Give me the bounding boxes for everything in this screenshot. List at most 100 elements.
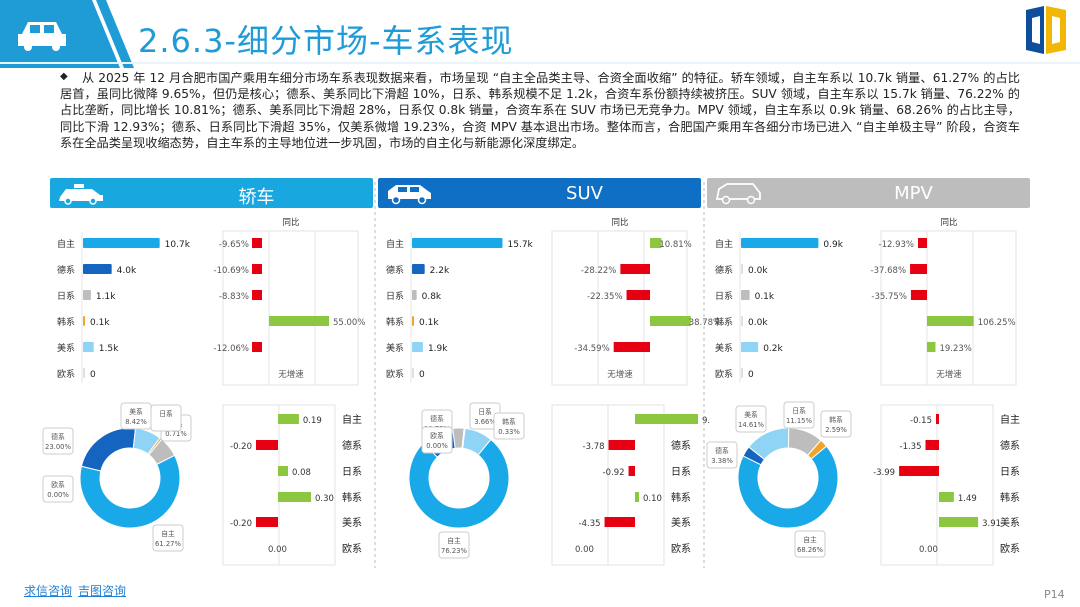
donut-callout-name: 自主 xyxy=(803,535,817,544)
change-category-label: 韩系 xyxy=(1000,491,1020,504)
change-bar-negative xyxy=(256,517,278,527)
sales-bar xyxy=(83,238,160,248)
donut-callout-name: 日系 xyxy=(159,409,173,418)
change-value-label: -3.99 xyxy=(873,468,895,478)
donut-callout-value: 11.15% xyxy=(786,417,812,425)
donut-callout-value: 3.38% xyxy=(711,457,733,465)
sales-category-label: 欧系 xyxy=(715,368,733,380)
donut-callout-name: 韩系 xyxy=(829,415,843,424)
donut-callout-box xyxy=(735,405,767,433)
donut-callout-box xyxy=(160,414,192,442)
sales-value-label: 0.9k xyxy=(823,240,843,250)
sales-value-label: 2.2k xyxy=(430,266,450,276)
change-bar-negative xyxy=(604,517,635,527)
sales-bar xyxy=(412,264,425,274)
donut-callout-value: 0.33% xyxy=(498,428,520,436)
sales-value-label: 0.1k xyxy=(90,318,110,328)
yoy-grid-frame xyxy=(551,230,688,386)
change-bar-negative xyxy=(608,440,635,450)
footer-link-qiuxin[interactable]: 求信咨询 xyxy=(24,584,73,598)
car-icon xyxy=(18,22,66,51)
donut-slice xyxy=(748,427,790,461)
sales-category-label: 德系 xyxy=(57,264,75,276)
donut-callout-name: 美系 xyxy=(744,410,758,419)
yoy-value-label: -9.65% xyxy=(219,240,249,250)
change-value-label: 9. xyxy=(702,416,710,426)
change-category-label: 欧系 xyxy=(342,543,362,555)
donut-callout-name: 韩系 xyxy=(169,419,183,428)
yoy-bar-negative xyxy=(613,342,650,352)
sales-bar xyxy=(83,342,94,352)
change-bar-positive xyxy=(278,414,299,424)
sales-bar xyxy=(741,290,750,300)
donut-slice xyxy=(737,445,839,529)
sales-category-label: 韩系 xyxy=(715,316,733,328)
sales-value-label: 1.9k xyxy=(428,344,448,354)
donut-slice xyxy=(787,427,822,457)
sales-value-label: 0.0k xyxy=(748,266,768,276)
sales-category-label: 美系 xyxy=(386,342,404,354)
yoy-value-label: -10.69% xyxy=(214,266,249,276)
sales-value-label: 1.1k xyxy=(96,292,116,302)
donut-callout-value: 61.27% xyxy=(155,540,181,548)
bullet-icon: ◆ xyxy=(60,71,68,82)
yoy-value-label: -34.59% xyxy=(574,344,609,354)
change-value-label: -0.15 xyxy=(910,416,932,426)
yoy-value-label: -12.93% xyxy=(879,240,914,250)
sales-category-label: 日系 xyxy=(715,291,733,302)
sales-bar xyxy=(83,290,91,300)
yoy-value-label: 38.78% xyxy=(689,318,721,328)
donut-callout-value: 2.59% xyxy=(825,426,847,434)
sales-category-label: 自主 xyxy=(57,238,75,250)
yoy-no-growth-label: 无增速 xyxy=(607,369,633,380)
sales-value-label: 0 xyxy=(419,370,425,380)
change-bar-positive xyxy=(635,414,698,424)
donut-callout-value: 23.00% xyxy=(45,443,71,451)
donut-callout-box xyxy=(493,412,525,440)
donut-callout-box xyxy=(120,402,152,430)
change-bar-positive xyxy=(278,466,288,476)
footer-link-jitu[interactable]: 吉图咨询 xyxy=(78,584,127,598)
donut-callout-value: 0.71% xyxy=(165,430,187,438)
donut-callout-box xyxy=(421,426,453,454)
change-value-label: 0.00 xyxy=(575,545,594,555)
change-value-label: -0.20 xyxy=(230,519,252,529)
donut-callout-box xyxy=(783,401,815,429)
sales-bar xyxy=(412,316,414,326)
change-category-label: 日系 xyxy=(671,466,691,478)
yoy-bar-positive xyxy=(269,316,329,326)
intro-paragraph: 从 2025 年 12 月合肥市国产乘用车细分市场车系表现数据来看，市场呈现 “… xyxy=(60,71,1020,150)
sales-category-label: 日系 xyxy=(57,291,75,302)
donut-callout-name: 德系 xyxy=(715,446,729,455)
sales-category-label: 德系 xyxy=(715,264,733,276)
change-value-label: 0.08 xyxy=(292,468,311,478)
yoy-bar-negative xyxy=(910,290,927,300)
yoy-bar-negative xyxy=(918,238,927,248)
change-bar-negative xyxy=(256,440,278,450)
sales-bar xyxy=(83,368,85,378)
donut-callout-value: 8.42% xyxy=(125,418,147,426)
donut-callout-name: 欧系 xyxy=(51,480,65,489)
change-bar-negative xyxy=(628,466,635,476)
yoy-value-label: 55.00% xyxy=(333,318,365,328)
yoy-header: 同比 xyxy=(282,217,299,228)
change-category-label: 德系 xyxy=(671,439,691,452)
donut-callout-name: 日系 xyxy=(792,406,806,415)
panel-sedan: 轿车 xyxy=(50,178,373,208)
yoy-value-label: -28.22% xyxy=(581,266,616,276)
change-category-label: 自主 xyxy=(1000,413,1020,426)
sales-category-label: 美系 xyxy=(57,342,75,354)
change-value-label: 0.00 xyxy=(919,545,938,555)
yoy-bar-negative xyxy=(252,264,262,274)
yoy-value-label: -12.06% xyxy=(214,344,249,354)
change-category-label: 德系 xyxy=(1000,439,1020,452)
change-value-label: 0.00 xyxy=(268,545,287,555)
yoy-bar-negative xyxy=(626,290,650,300)
donut-slice xyxy=(147,437,163,456)
change-bar-positive xyxy=(635,492,639,502)
yoy-grid-frame xyxy=(880,230,1017,386)
footer-links: 求信咨询 吉图咨询 xyxy=(24,582,132,599)
change-category-label: 美系 xyxy=(1000,516,1020,529)
page-title: 2.6.3-细分市场-车系表现 xyxy=(138,22,514,60)
sales-value-label: 0.2k xyxy=(763,344,783,354)
